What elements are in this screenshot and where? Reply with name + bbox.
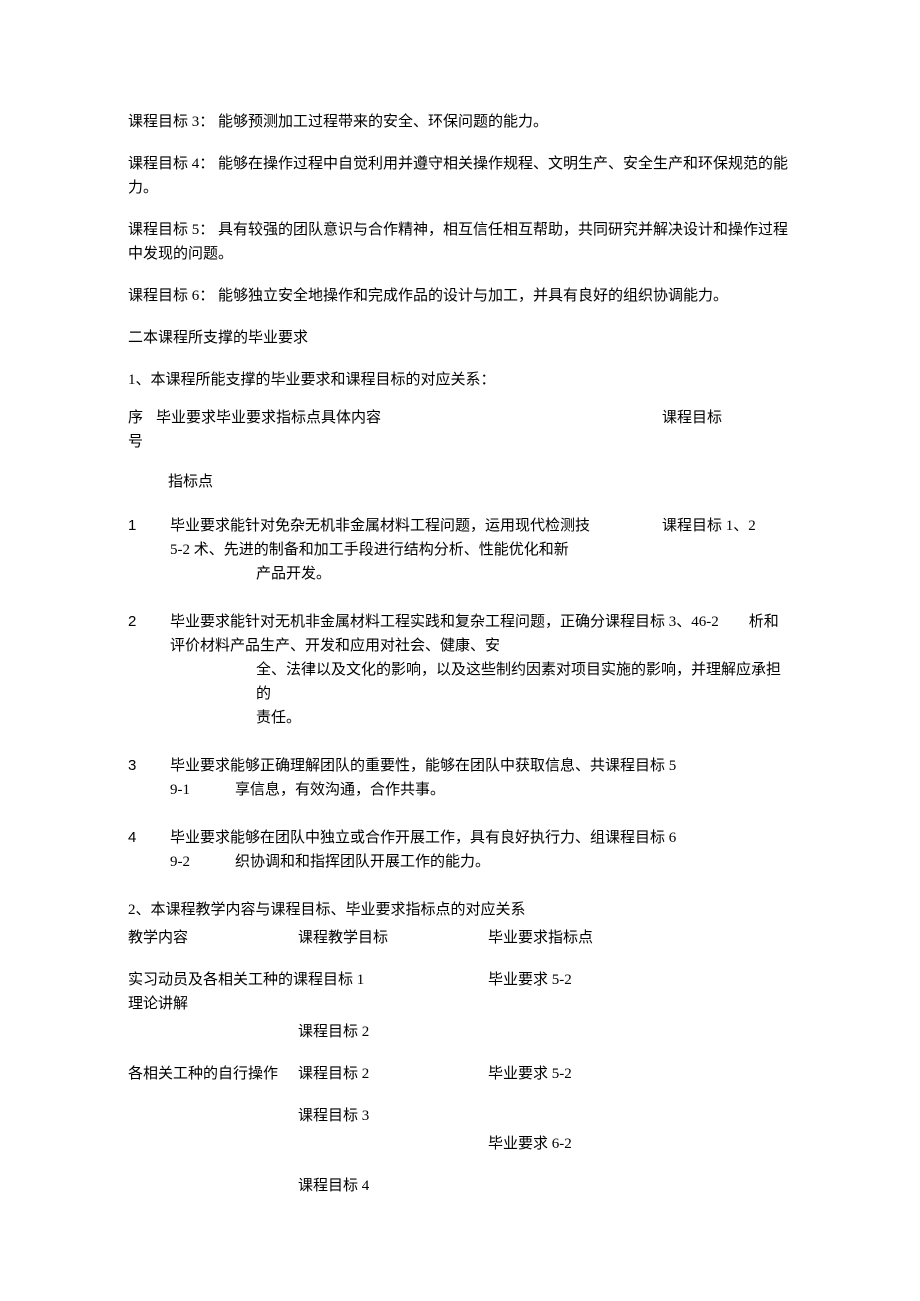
goal-4: 课程目标 4： 能够在操作过程中自觉利用并遵守相关操作规程、文明生产、安全生产和… <box>128 152 792 200</box>
table2-row2-goal2: 课程目标 3 <box>298 1104 488 1128</box>
goal-3: 课程目标 3： 能够预测加工过程带来的安全、环保问题的能力。 <box>128 110 792 134</box>
table2-row1-req: 毕业要求 5-2 <box>488 968 688 992</box>
goal-4-text: 课程目标 4： 能够在操作过程中自觉利用并遵守相关操作规程、文明生产、安全生产和… <box>128 156 788 196</box>
table1-row1-line1: 毕业要求能针对免杂无机非金属材料工程问题，运用现代检测技 <box>170 514 662 538</box>
goal-6-text: 课程目标 6： 能够独立安全地操作和完成作品的设计与加工，并具有良好的组织协调能… <box>128 288 728 304</box>
table2-header-teach: 教学内容 <box>128 926 298 950</box>
table1-row4-body: 毕业要求能够在团队中独立或合作开展工作，具有良好执行力、组课程目标 6 9-2 … <box>170 826 792 874</box>
table1-row3-seq: 3 <box>128 754 170 778</box>
table1-header-req: 毕业要求毕业要求指标点具体内容 <box>156 406 662 454</box>
table2-heading: 2、本课程教学内容与课程目标、毕业要求指标点的对应关系 <box>128 898 792 922</box>
table1-header-row: 序号 毕业要求毕业要求指标点具体内容 课程目标 <box>128 406 792 454</box>
table2-row1c-spacer <box>128 1020 298 1044</box>
table2-row1-teach-goal: 实习动员及各相关工种的课程目标 1 <box>128 968 488 992</box>
table1-row-4: 4 毕业要求能够在团队中独立或合作开展工作，具有良好执行力、组课程目标 6 9-… <box>128 826 792 874</box>
section-2-title-text: 二本课程所支撑的毕业要求 <box>128 330 308 346</box>
table1-row1-line2: 5-2 术、先进的制备和加工手段进行结构分析、性能优化和新 <box>170 538 792 562</box>
table1-heading-text: 1、本课程所能支撑的毕业要求和课程目标的对应关系： <box>128 372 496 388</box>
table1-row1-seq: 1 <box>128 514 170 538</box>
table1-row4-seq: 4 <box>128 826 170 850</box>
table1-header-seq: 序号 <box>128 406 156 454</box>
table1-row-3: 3 毕业要求能够正确理解团队的重要性，能够在团队中获取信息、共课程目标 5 9-… <box>128 754 792 802</box>
table1-row4-line1: 毕业要求能够在团队中独立或合作开展工作，具有良好执行力、组课程目标 6 <box>170 826 792 850</box>
table2-header-row: 教学内容 课程教学目标 毕业要求指标点 <box>128 926 792 950</box>
table2-header-goal: 课程教学目标 <box>298 926 488 950</box>
table2-row2-teach: 各相关工种的自行操作 <box>128 1062 298 1086</box>
table2-row-1c: 课程目标 2 <box>128 1020 792 1044</box>
table2-row2-goal1: 课程目标 2 <box>298 1062 488 1086</box>
table1-row2-line3: 全、法律以及文化的影响，以及这些制约因素对项目实施的影响，并理解应承担的 <box>256 658 792 706</box>
table1-row2-line2: 评价材料产品生产、开发和应用对社会、健康、安 <box>170 634 792 658</box>
table1-row2-line4: 责任。 <box>256 706 792 730</box>
table1-header-indicator: 指标点 <box>168 470 792 494</box>
goal-5-text: 课程目标 5： 具有较强的团队意识与合作精神，相互信任相互帮助，共同研究并解决设… <box>128 222 788 262</box>
table1-row4-line2: 9-2 织协调和和指挥团队开展工作的能力。 <box>170 850 792 874</box>
table2-row-1b: 理论讲解 <box>128 992 792 1016</box>
table1-header-indicator-text: 指标点 <box>168 474 213 490</box>
table2-row-1: 实习动员及各相关工种的课程目标 1 毕业要求 5-2 <box>128 968 792 992</box>
table2-row-2d: 课程目标 4 <box>128 1174 792 1198</box>
table2-row-2b: 课程目标 3 <box>128 1104 792 1128</box>
table2-row2-req1: 毕业要求 5-2 <box>488 1062 688 1086</box>
table2-row-2: 各相关工种的自行操作 课程目标 2 毕业要求 5-2 <box>128 1062 792 1086</box>
table1-row2-body: 毕业要求能针对无机非金属材料工程实践和复杂工程问题，正确分课程目标 3、46-2… <box>170 610 792 730</box>
table2-row2-goal3: 课程目标 4 <box>298 1174 488 1198</box>
page-container: 课程目标 3： 能够预测加工过程带来的安全、环保问题的能力。 课程目标 4： 能… <box>0 0 920 1298</box>
goal-6: 课程目标 6： 能够独立安全地操作和完成作品的设计与加工，并具有良好的组织协调能… <box>128 284 792 308</box>
table1-row2-line1: 毕业要求能针对无机非金属材料工程实践和复杂工程问题，正确分课程目标 3、46-2… <box>170 610 792 634</box>
goal-5: 课程目标 5： 具有较强的团队意识与合作精神，相互信任相互帮助，共同研究并解决设… <box>128 218 792 266</box>
table1-row3-body: 毕业要求能够正确理解团队的重要性，能够在团队中获取信息、共课程目标 5 9-1 … <box>170 754 792 802</box>
table1-header-goal: 课程目标 <box>662 406 792 454</box>
section-2-title: 二本课程所支撑的毕业要求 <box>128 326 792 350</box>
table1-row2-seq: 2 <box>128 610 170 634</box>
table1-row-2: 2 毕业要求能针对无机非金属材料工程实践和复杂工程问题，正确分课程目标 3、46… <box>128 610 792 730</box>
table1-row1-body: 毕业要求能针对免杂无机非金属材料工程问题，运用现代检测技 课程目标 1、2 5-… <box>170 514 792 586</box>
table1-row1-line3: 产品开发。 <box>256 562 792 586</box>
table2-header-req: 毕业要求指标点 <box>488 926 688 950</box>
table2-row2c-spacer2 <box>298 1132 488 1156</box>
table2-heading-text: 2、本课程教学内容与课程目标、毕业要求指标点的对应关系 <box>128 902 526 918</box>
table1-heading: 1、本课程所能支撑的毕业要求和课程目标的对应关系： <box>128 368 792 392</box>
table2-row1-teach-l2: 理论讲解 <box>128 992 298 1016</box>
table2-row2c-spacer1 <box>128 1132 298 1156</box>
table2-row2d-spacer <box>128 1174 298 1198</box>
table1-row1-goal: 课程目标 1、2 <box>662 514 792 538</box>
table1-row3-line1: 毕业要求能够正确理解团队的重要性，能够在团队中获取信息、共课程目标 5 <box>170 754 792 778</box>
table2-row-2c: 毕业要求 6-2 <box>128 1132 792 1156</box>
table2-row2b-spacer <box>128 1104 298 1128</box>
table2-row1-goal-l2: 课程目标 2 <box>298 1020 488 1044</box>
table1-row3-line2: 9-1 享信息，有效沟通，合作共事。 <box>170 778 792 802</box>
table1-row-1: 1 毕业要求能针对免杂无机非金属材料工程问题，运用现代检测技 课程目标 1、2 … <box>128 514 792 586</box>
table2-row2-req2: 毕业要求 6-2 <box>488 1132 688 1156</box>
goal-3-text: 课程目标 3： 能够预测加工过程带来的安全、环保问题的能力。 <box>128 114 548 130</box>
